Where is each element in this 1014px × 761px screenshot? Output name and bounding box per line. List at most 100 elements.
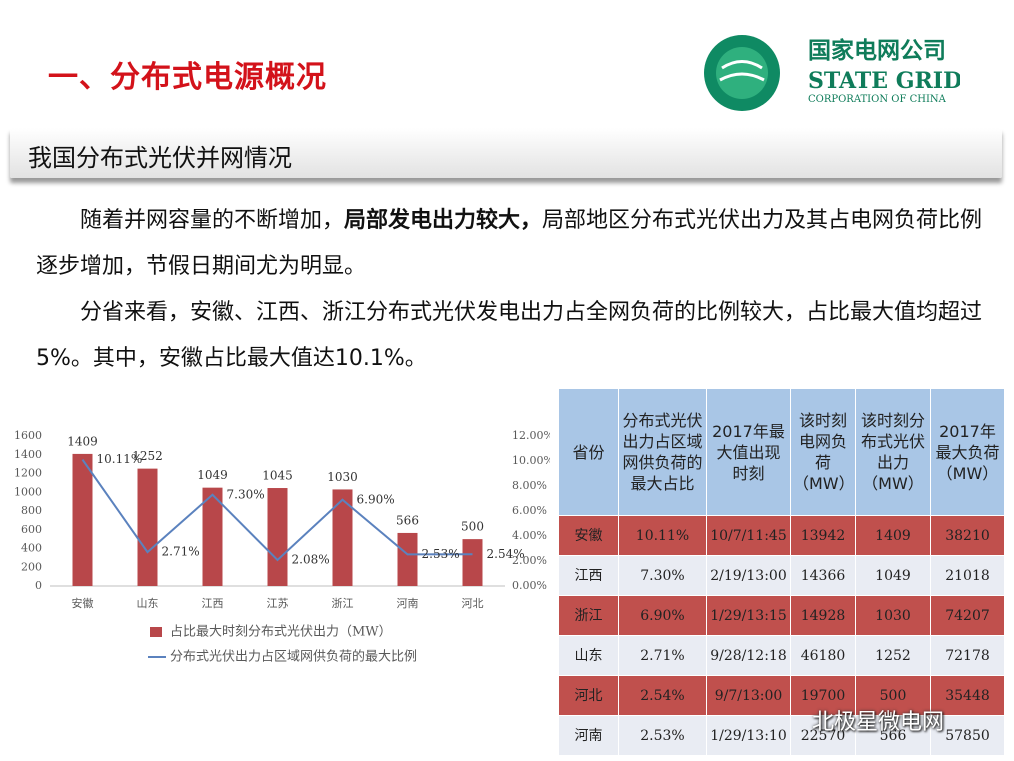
point-label: 2.71%	[162, 545, 200, 559]
table-cell: 21018	[930, 555, 1005, 596]
legend-label: 分布式光伏出力占区域网供负荷的最大比例	[170, 649, 417, 665]
table-cell: 2.71%	[618, 635, 707, 676]
paragraph: 随着并网容量的不断增加，局部发电出力较大，局部地区分布式光伏出力及其占电网负荷比…	[36, 198, 994, 290]
table-row: 山东 2.71% 9/28/12:18 46180 1252 72178	[558, 635, 1005, 676]
table-row: 浙江 6.90% 1/29/13:15 14928 1030 74207	[558, 595, 1005, 636]
text: 局部地区分布式光伏出力及其占电网负荷比例逐步增加，节假日期间尤为明显。	[36, 208, 983, 279]
point-label: 2.08%	[292, 553, 330, 567]
line	[81, 459, 473, 562]
table-cell: 13942	[790, 515, 856, 556]
header-cell: 2017年最大值出现时刻	[706, 388, 791, 516]
table-cell: 46180	[790, 635, 856, 676]
y-tick-label: 400	[21, 542, 42, 555]
table-cell: 浙江	[558, 595, 619, 636]
header-cell: 分布式光伏出力占区域网供负荷的最大占比	[618, 388, 707, 516]
table-cell: 9/7/13:00	[706, 675, 791, 716]
y2-tick-label: 0.00%	[512, 579, 547, 592]
table-cell: 1252	[855, 635, 931, 676]
table-cell: 19700	[790, 675, 856, 716]
y2-tick-label: 4.00%	[512, 529, 547, 542]
logo-cn: 国家电网公司	[808, 37, 946, 64]
table-cell: 500	[855, 675, 931, 716]
bar-label: 1030	[327, 470, 358, 484]
table-cell: 14366	[790, 555, 856, 596]
x-tick-label: 河北	[462, 597, 484, 610]
bar-label: 1049	[197, 468, 228, 482]
table-cell: 2/19/13:00	[706, 555, 791, 596]
text: 分省来看，安徽、江西、浙江分布式光伏发电出力占全网负荷的比例较大，占比最大值均超…	[36, 300, 983, 371]
y2-tick-label: 8.00%	[512, 479, 547, 492]
table-row: 江西 7.30% 2/19/13:00 14366 1049 21018	[558, 555, 1005, 596]
table-cell: 14928	[790, 595, 856, 636]
section-bar: 我国分布式光伏并网情况	[10, 128, 1002, 178]
table-row: 河南 2.53% 1/29/13:10 22570 566 57850	[558, 715, 1005, 756]
table-cell: 河北	[558, 675, 619, 716]
table-cell: 河南	[558, 715, 619, 756]
point-label: 2.54%	[487, 547, 525, 561]
table-cell: 1/29/13:10	[706, 715, 791, 756]
y-tick-label: 1600	[14, 429, 42, 442]
x-tick-label: 浙江	[332, 597, 354, 610]
table-cell: 6.90%	[618, 595, 707, 636]
bar-label: 500	[461, 520, 484, 534]
bar	[72, 453, 93, 586]
table-cell: 9/28/12:18	[706, 635, 791, 676]
legend-swatch	[150, 627, 162, 637]
y-tick-label: 1400	[14, 448, 42, 461]
point-label: 2.53%	[422, 547, 460, 561]
point-label: 10.11%	[97, 452, 143, 466]
table-cell: 10.11%	[618, 515, 707, 556]
table-cell: 57850	[930, 715, 1005, 756]
y2-tick-label: 10.00%	[512, 454, 550, 467]
table-cell: 1049	[855, 555, 931, 596]
point-label: 7.30%	[227, 487, 265, 501]
table-cell: 山东	[558, 635, 619, 676]
header-row: 省份 分布式光伏出力占区域网供负荷的最大占比 2017年最大值出现时刻 该时刻电网负荷…	[558, 388, 1005, 516]
bar-label: 1409	[67, 434, 98, 448]
table-cell: 7.30%	[618, 555, 707, 596]
table-cell: 10/7/11:45	[706, 515, 791, 556]
bar	[137, 468, 158, 586]
y-tick-label: 200	[21, 560, 42, 573]
table-cell: 38210	[930, 515, 1005, 556]
y2-tick-label: 2.00%	[512, 554, 547, 567]
y-tick-label: 1200	[14, 467, 42, 480]
table-row: 河北 2.54% 9/7/13:00 19700 500 35448	[558, 675, 1005, 716]
table-cell: 1030	[855, 595, 931, 636]
table-cell: 安徽	[558, 515, 619, 556]
point-label: 6.90%	[357, 492, 395, 506]
x-tick-label: 江西	[202, 597, 224, 610]
header-cell: 2017年最大负荷（MW）	[930, 388, 1005, 516]
x-tick-label: 山东	[137, 597, 159, 610]
bar	[462, 539, 483, 586]
logo: 国家电网公司 STATE GRID CORPORATION OF CHINA	[704, 35, 960, 111]
y-tick-label: 1000	[14, 485, 42, 498]
bold-text: 局部发电出力较大，	[344, 208, 543, 233]
y-tick-label: 800	[21, 504, 42, 517]
x-tick-label: 河南	[397, 597, 419, 610]
data-table: 省份 分布式光伏出力占区域网供负荷的最大占比 2017年最大值出现时刻 该时刻电网负荷…	[558, 388, 1005, 756]
logo-sub: CORPORATION OF CHINA	[808, 94, 947, 105]
table-cell: 72178	[930, 635, 1005, 676]
table-cell: 江西	[558, 555, 619, 596]
table-cell: 2.54%	[618, 675, 707, 716]
y2-tick-label: 12.00%	[512, 429, 550, 442]
bar-label: 1045	[262, 469, 293, 483]
table-row: 安徽 10.11% 10/7/11:45 13942 1409 38210	[558, 515, 1005, 556]
body-text: 随着并网容量的不断增加，局部发电出力较大，局部地区分布式光伏出力及其占电网负荷比…	[36, 198, 994, 382]
bar	[267, 488, 288, 586]
watermark: 北极星微电网	[812, 710, 945, 735]
bar-label: 566	[396, 513, 419, 527]
bar	[202, 487, 223, 586]
header-cell: 省份	[558, 388, 619, 516]
table-cell: 22570	[790, 715, 856, 756]
text: 随着并网容量的不断增加，	[80, 208, 345, 233]
slide-title: 一、分布式电源概况	[48, 60, 327, 95]
header-cell: 该时刻分布式光伏出力（MW）	[855, 388, 931, 516]
logo-wave	[719, 60, 765, 82]
legend-label: 占比最大时刻分布式光伏出力（MW）	[170, 625, 392, 640]
section-title: 我国分布式光伏并网情况	[28, 144, 292, 172]
table-cell: 1409	[855, 515, 931, 556]
table-cell: 1/29/13:15	[706, 595, 791, 636]
